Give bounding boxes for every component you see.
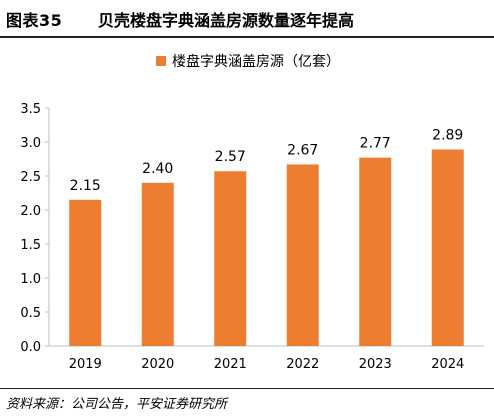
x-tick-label: 2019: [69, 357, 102, 372]
bar-2020: [141, 182, 174, 346]
data-label-2022: 2.67: [287, 142, 318, 158]
source-note: 资料来源：公司公告，平安证券研究所: [6, 397, 228, 412]
data-label-2021: 2.57: [215, 149, 246, 165]
y-tick-label: 2.0: [20, 204, 41, 219]
bar-2024: [431, 149, 464, 346]
bars: [69, 149, 464, 346]
y-tick-label: 0.5: [20, 306, 41, 321]
data-label-2020: 2.40: [142, 161, 173, 177]
data-label-2024: 2.89: [432, 127, 463, 143]
data-labels: 2.15 2.40 2.57 2.67 2.77 2.89: [70, 127, 464, 193]
y-tick-label: 3.0: [20, 136, 41, 151]
footer-rule: [0, 388, 494, 389]
x-tick-label: 2021: [214, 357, 247, 372]
data-label-2023: 2.77: [360, 136, 391, 152]
bar-2023: [359, 157, 392, 346]
y-tick-label: 0.0: [20, 340, 41, 355]
bar-chart: 楼盘字典涵盖房源（亿套） 0.0 0.5 1.0 1.5 2.0 2.5 3.0 3.5 20…: [20, 53, 484, 372]
figure-number: 图表35: [6, 11, 63, 30]
y-tick-label: 1.5: [20, 238, 41, 253]
x-tick-label: 2020: [141, 357, 174, 372]
legend: 楼盘字典涵盖房源（亿套）: [156, 53, 340, 70]
bar-2021: [214, 171, 247, 346]
x-tick-label: 2022: [286, 357, 319, 372]
figure-title: 贝壳楼盘字典涵盖房源数量逐年提高: [98, 11, 355, 30]
y-tick-label: 2.5: [20, 170, 41, 185]
x-axis: 2019 2020 2021 2022 2023 2024: [49, 345, 484, 372]
y-tick-label: 1.0: [20, 272, 41, 287]
y-tick-label: 3.5: [20, 102, 41, 117]
y-axis: 0.0 0.5 1.0 1.5 2.0 2.5 3.0 3.5: [20, 102, 50, 355]
header-rule: [0, 36, 494, 38]
bar-2022: [286, 164, 319, 346]
data-label-2019: 2.15: [70, 178, 101, 194]
bar-2019: [69, 199, 102, 346]
legend-label: 楼盘字典涵盖房源（亿套）: [172, 53, 340, 70]
legend-swatch: [156, 56, 166, 66]
x-tick-label: 2023: [359, 357, 392, 372]
x-tick-label: 2024: [431, 357, 464, 372]
figure-header: 图表35 贝壳楼盘字典涵盖房源数量逐年提高: [0, 0, 494, 40]
